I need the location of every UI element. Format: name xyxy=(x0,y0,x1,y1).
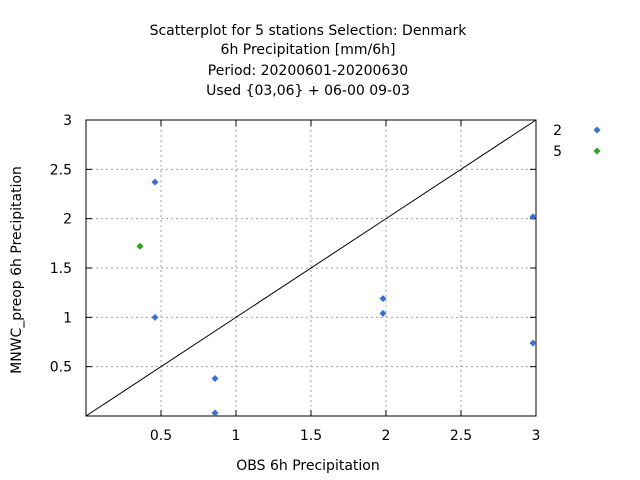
y-axis-label: MNWC_preop 6h Precipitation xyxy=(9,166,25,374)
data-point-series-2 xyxy=(211,409,219,417)
legend: 25 xyxy=(553,123,601,160)
x-tick-label: 0.5 xyxy=(150,428,172,444)
y-tick-label: 2 xyxy=(63,212,72,228)
x-axis-ticks: 0.5 1 1.5 2 2.5 3 xyxy=(150,120,541,444)
x-tick-label: 1 xyxy=(232,428,241,444)
x-tick-label: 1.5 xyxy=(300,428,322,444)
x-tick-label: 2.5 xyxy=(450,428,472,444)
data-point-series-2 xyxy=(151,313,159,321)
y-tick-label: 0.5 xyxy=(50,360,72,376)
grid-lines xyxy=(86,120,536,416)
title-line-3: Period: 20200601-20200630 xyxy=(208,63,408,79)
title-line-2: 6h Precipitation [mm/6h] xyxy=(221,42,396,58)
y-tick-label: 3 xyxy=(63,113,72,129)
legend-marker xyxy=(593,126,601,134)
legend-marker xyxy=(593,147,601,155)
data-point-series-2 xyxy=(211,375,219,383)
data-point-series-5 xyxy=(136,242,144,250)
data-point-series-2 xyxy=(379,309,387,317)
x-axis-label: OBS 6h Precipitation xyxy=(236,458,379,474)
data-point-series-2 xyxy=(529,339,537,347)
legend-label: 2 xyxy=(553,123,562,139)
data-point-series-2 xyxy=(151,178,159,186)
y-tick-label: 1.5 xyxy=(50,261,72,277)
data-points xyxy=(136,178,537,417)
data-point-series-2 xyxy=(379,295,387,303)
y-tick-label: 2.5 xyxy=(50,162,72,178)
legend-label: 5 xyxy=(553,144,562,160)
title-line-1: Scatterplot for 5 stations Selection: De… xyxy=(150,23,468,39)
x-tick-label: 3 xyxy=(532,428,541,444)
y-axis-ticks: 0.5 1 1.5 2 2.5 3 xyxy=(50,113,536,376)
y-tick-label: 1 xyxy=(63,310,72,326)
data-point-series-2 xyxy=(529,213,537,221)
title-line-4: Used {03,06} + 06-00 09-03 xyxy=(206,83,410,99)
x-tick-label: 2 xyxy=(382,428,391,444)
chart-title: Scatterplot for 5 stations Selection: De… xyxy=(150,23,468,99)
identity-line xyxy=(85,119,537,417)
